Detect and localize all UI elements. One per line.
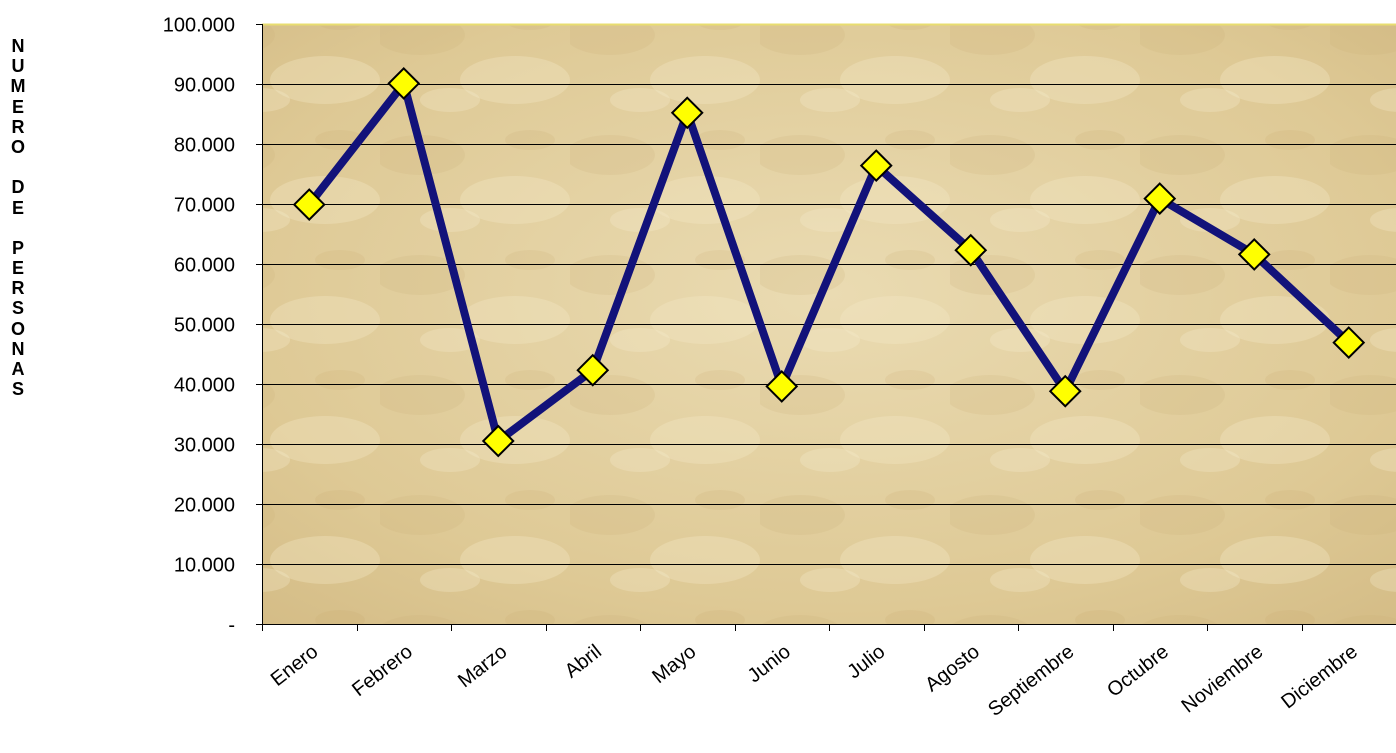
y-axis-label-char: R	[11, 116, 25, 137]
y-tick-label: 30.000	[174, 435, 235, 457]
y-axis-label-char: E	[11, 258, 24, 279]
y-axis-label-char: O	[10, 318, 25, 339]
y-tick-label: 80.000	[174, 135, 235, 157]
y-tick-label: 20.000	[174, 495, 235, 517]
y-axis-label-char: N	[11, 36, 25, 56]
x-tick-label: Septiembre	[984, 641, 1078, 721]
y-axis-label-char: P	[11, 237, 24, 258]
y-axis-label-char: S	[11, 298, 24, 319]
data-point-septiembre	[1048, 374, 1082, 408]
y-tick-label: 60.000	[174, 255, 235, 277]
y-axis-label-char: A	[11, 359, 25, 379]
data-point-julio	[859, 149, 893, 183]
data-point-abril	[576, 353, 610, 387]
data-point-agosto	[954, 233, 988, 267]
x-tick-label: Diciembre	[1277, 641, 1361, 714]
data-point-febrero	[387, 66, 421, 100]
series-line	[306, 74, 1352, 448]
y-tick-label: -	[228, 615, 235, 637]
data-point-noviembre	[1237, 237, 1271, 271]
y-tick-label: 90.000	[174, 75, 235, 97]
y-axis-label-char: D	[11, 177, 25, 198]
y-tick-label: 50.000	[174, 315, 235, 337]
x-tick-label: Mayo	[648, 641, 700, 688]
y-axis-label-char: U	[11, 56, 25, 77]
y-axis-label-char: S	[11, 379, 24, 400]
x-tick-label: Octubre	[1103, 641, 1173, 702]
x-tick-label: Julio	[843, 641, 889, 684]
y-axis-label-char: E	[11, 197, 24, 218]
data-point-marzo	[481, 424, 515, 458]
y-tick-label: 10.000	[174, 555, 235, 577]
x-tick-label: Junio	[744, 641, 795, 688]
x-tick-label: Agosto	[921, 641, 984, 697]
y-tick-label: 100.000	[163, 15, 235, 37]
x-tick-label: Enero	[267, 641, 323, 691]
y-tick-label: 40.000	[174, 375, 235, 397]
x-tick-label: Noviembre	[1178, 641, 1268, 718]
y-tick-label: 70.000	[174, 195, 235, 217]
x-tick-label: Febrero	[348, 641, 417, 701]
x-tick-label: Marzo	[454, 641, 511, 693]
y-axis-label-char: O	[10, 136, 25, 157]
data-point-mayo	[670, 96, 704, 130]
data-point-enero	[292, 188, 326, 222]
data-point-octubre	[1143, 182, 1177, 216]
data-point-junio	[765, 369, 799, 403]
data-point-diciembre	[1332, 326, 1366, 360]
y-axis-label-char: M	[10, 76, 26, 97]
x-tick-label: Abril	[561, 641, 606, 683]
y-axis-label-char: E	[11, 96, 24, 117]
y-axis-label-char: R	[11, 278, 25, 299]
y-axis-label-char: N	[11, 338, 25, 359]
